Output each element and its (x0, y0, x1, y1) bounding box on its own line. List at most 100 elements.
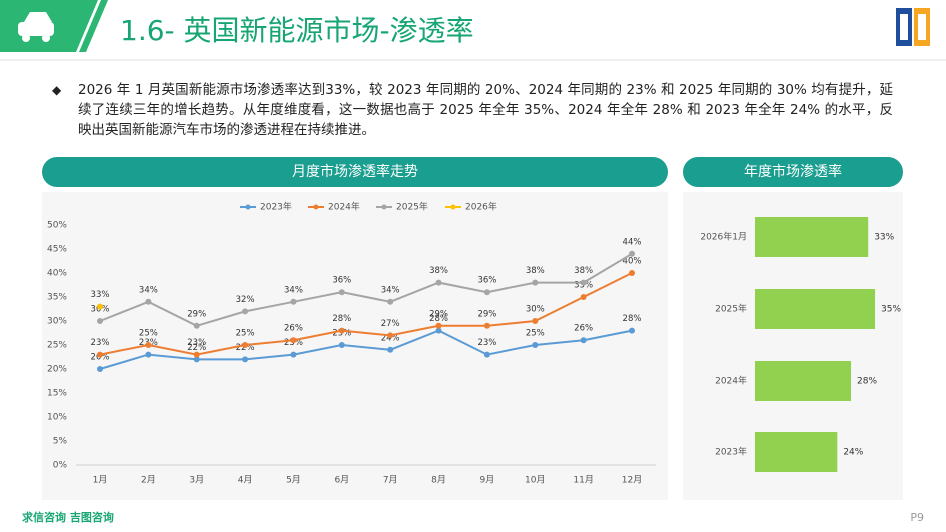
data-point (580, 337, 587, 344)
series-line (99, 272, 633, 356)
data-label: 34% (381, 285, 400, 295)
data-label: 23% (187, 338, 206, 348)
legend-label: 2024年 (328, 201, 360, 213)
series-line (99, 329, 633, 370)
x-tick-label: 12月 (622, 475, 642, 486)
data-point (97, 303, 103, 310)
legend-marker (381, 204, 387, 210)
data-point (97, 366, 103, 372)
data-label: 34% (284, 285, 303, 295)
series-line (99, 252, 633, 327)
legend-label: 2025年 (396, 201, 428, 213)
data-point (338, 289, 345, 296)
data-point (145, 342, 152, 348)
footer-brand: 求信咨询 吉图咨询 (22, 510, 114, 524)
data-label: 30% (526, 305, 545, 315)
data-label: 26% (284, 324, 303, 334)
bar-chart-title: 年度市场渗透率 (744, 163, 842, 180)
y-tick-label: 2026年1月 (700, 231, 747, 243)
data-point (532, 279, 539, 286)
x-tick-label: 10月 (525, 475, 545, 486)
bar (755, 361, 852, 401)
data-point (145, 298, 152, 305)
y-tick-label: 15% (47, 389, 67, 399)
y-tick-label: 30% (47, 317, 67, 327)
data-point (338, 342, 345, 348)
data-point (483, 289, 490, 296)
data-point (290, 337, 297, 344)
y-tick-label: 0% (53, 461, 68, 471)
data-label: 28% (857, 377, 877, 387)
data-point (435, 279, 442, 286)
legend-marker (313, 204, 319, 210)
x-tick-label: 11月 (573, 475, 593, 486)
header-stripe (79, 0, 108, 52)
data-point (532, 318, 539, 324)
legend-label: 2026年 (465, 201, 497, 213)
bar (755, 432, 838, 472)
data-label: 22% (187, 343, 206, 353)
data-label: 36% (332, 276, 351, 286)
data-point (580, 279, 587, 286)
logo (896, 8, 930, 46)
data-point (387, 332, 394, 339)
data-point (242, 356, 249, 363)
line-chart-title: 月度市场渗透率走势 (292, 163, 418, 180)
data-label: 28% (623, 314, 642, 324)
car-icon (18, 12, 54, 42)
data-label: 40% (623, 257, 642, 267)
y-tick-label: 2023年 (715, 446, 747, 458)
data-point (290, 351, 297, 358)
x-tick-label: 6月 (334, 475, 349, 486)
data-label: 38% (429, 266, 448, 276)
data-label: 33% (874, 233, 894, 243)
legend-marker (450, 204, 456, 210)
x-tick-label: 1月 (93, 475, 108, 486)
legend-marker (245, 204, 251, 210)
y-tick-label: 20% (47, 365, 67, 375)
y-tick-label: 45% (47, 245, 67, 255)
data-point (483, 322, 490, 329)
data-label: 25% (139, 329, 158, 339)
y-tick-label: 35% (47, 293, 67, 303)
data-label: 24% (843, 448, 863, 458)
y-tick-label: 25% (47, 341, 67, 351)
data-label: 26% (574, 324, 593, 334)
data-label: 34% (139, 285, 158, 295)
data-label: 25% (526, 329, 545, 339)
y-tick-label: 10% (47, 413, 67, 423)
page-title: 1.6- 英国新能源市场-渗透率 (120, 14, 474, 47)
y-tick-label: 2025年 (715, 303, 747, 315)
legend-label: 2023年 (260, 201, 292, 213)
data-point (290, 298, 297, 305)
data-label: 38% (526, 266, 545, 276)
data-label: 28% (332, 314, 351, 324)
data-point (580, 294, 587, 300)
bar (755, 289, 876, 329)
data-label: 36% (477, 276, 496, 286)
data-label: 27% (381, 319, 400, 329)
bar (755, 217, 869, 257)
x-tick-label: 5月 (286, 475, 301, 486)
y-tick-label: 50% (47, 221, 67, 231)
data-label: 28% (429, 314, 448, 324)
data-point (387, 298, 394, 305)
data-label: 35% (881, 305, 901, 315)
data-label: 29% (477, 309, 496, 319)
page-number: P9 (910, 511, 924, 524)
data-label: 44% (623, 237, 642, 247)
data-label: 32% (236, 295, 255, 305)
x-tick-label: 4月 (238, 475, 253, 486)
data-point (435, 327, 442, 334)
data-point (338, 327, 345, 334)
data-point (145, 351, 152, 358)
data-label: 29% (187, 309, 206, 319)
bar-title-pill (683, 157, 903, 187)
data-point (629, 250, 635, 257)
bullet: ◆ (52, 83, 62, 97)
data-point (193, 356, 200, 363)
data-point (97, 318, 103, 324)
x-tick-label: 7月 (383, 475, 398, 486)
